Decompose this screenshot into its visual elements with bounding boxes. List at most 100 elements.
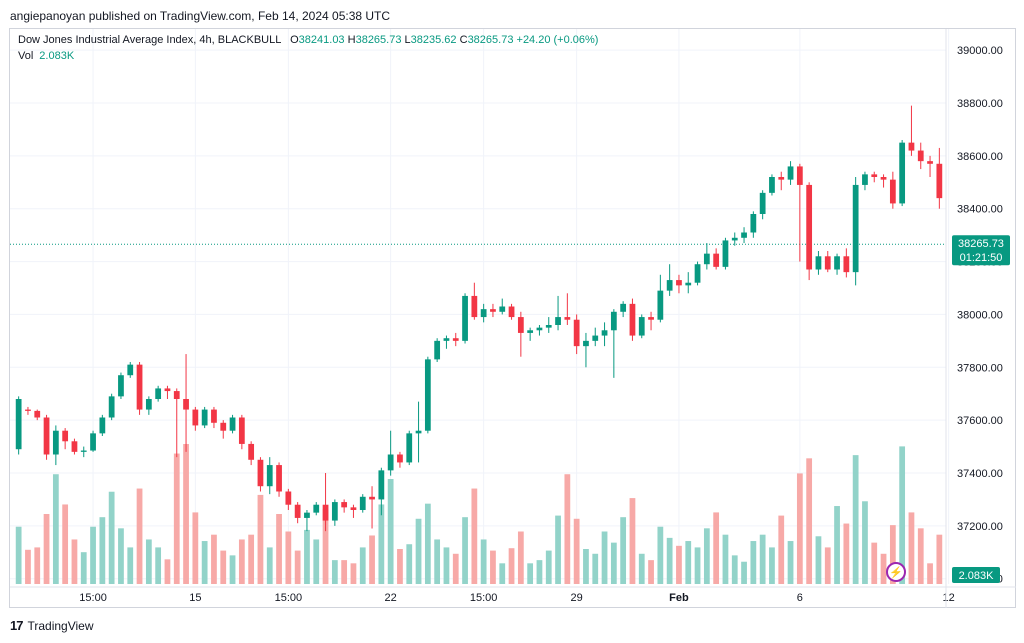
candle-body (499, 306, 506, 312)
x-tick-label: 6 (797, 592, 803, 604)
change-value: +24.20 (+0.06%) (516, 34, 599, 46)
volume-bar (713, 512, 720, 584)
open-value: 38241.03 (298, 34, 345, 46)
candle-body (192, 409, 199, 426)
candle-body (490, 309, 496, 312)
candle-body (99, 417, 106, 434)
candle-body (108, 396, 115, 418)
volume-bar (276, 514, 282, 584)
candle-body (703, 253, 710, 265)
volume-bar (192, 512, 199, 584)
volume-bar (601, 531, 608, 584)
candle-body (852, 184, 859, 273)
volume-bar (266, 547, 273, 584)
volume-bar (536, 560, 543, 584)
volume-bar (15, 526, 22, 584)
volume-bar (685, 541, 692, 584)
volume-bar (899, 446, 906, 584)
candle-body (434, 340, 441, 360)
volume-bar (108, 491, 115, 584)
volume-bar (43, 514, 50, 584)
volume-bar (638, 553, 645, 584)
candle-body (573, 319, 580, 347)
footer-branding[interactable]: 17 TradingView (10, 618, 94, 633)
candle-body (118, 375, 124, 397)
candle-body (34, 410, 41, 418)
candle-body (285, 491, 292, 505)
volume-bar (220, 550, 227, 584)
high-value: 38265.73 (355, 34, 402, 46)
volume-bar (573, 518, 580, 584)
candle-body (555, 317, 561, 325)
volume-bar (294, 550, 301, 584)
volume-bar (304, 529, 310, 584)
volume-bar (424, 503, 431, 584)
volume-bar (490, 550, 496, 584)
volume-label[interactable]: Vol (18, 50, 34, 62)
candle-body (15, 399, 22, 450)
volume-bar (285, 531, 292, 584)
candle-body (517, 317, 524, 333)
candle-body (71, 441, 78, 452)
candle-body (127, 364, 134, 376)
candle-body (52, 430, 59, 455)
candle-body (806, 184, 813, 270)
y-tick-label: 38600.00 (957, 151, 1003, 163)
y-tick-label: 37600.00 (957, 415, 1003, 427)
candle-body (824, 256, 831, 270)
volume-bar (480, 539, 487, 584)
volume-bar (434, 539, 441, 584)
candle-body (536, 327, 543, 331)
volume-bar (769, 547, 775, 584)
volume-bar (880, 553, 887, 584)
chart-frame (9, 28, 1016, 608)
volume-bar (229, 555, 236, 584)
volume-bar (648, 560, 654, 584)
volume-bar (815, 536, 822, 584)
volume-bar (248, 534, 255, 584)
y-tick-label: 38800.00 (957, 98, 1003, 110)
volume-bar (787, 541, 794, 584)
volume-bar (62, 504, 69, 584)
volume-bar (592, 553, 599, 584)
x-tick-label: 12 (943, 592, 955, 604)
candle-body (406, 433, 413, 463)
volume-bar (471, 488, 478, 584)
candle-body (211, 409, 217, 423)
volume-bar (257, 494, 264, 584)
candle-body (350, 507, 357, 510)
candle-body (369, 496, 375, 500)
candle-body (545, 325, 552, 328)
volume-bar (889, 525, 896, 584)
ohlc-legend: Dow Jones Industrial Average Index, 4h, … (18, 34, 598, 46)
candle-body (713, 253, 720, 267)
volume-bar (843, 523, 850, 584)
candle-body (638, 317, 645, 336)
volume-bar (917, 528, 924, 584)
candle-body (415, 430, 422, 434)
volume-bar (545, 550, 552, 584)
volume-bar (378, 504, 385, 584)
volume-bar (127, 547, 134, 584)
candle-body (480, 309, 487, 318)
volume-bar (118, 528, 124, 584)
candle-body (685, 282, 692, 286)
volume-bar (666, 537, 673, 584)
instrument-title[interactable]: Dow Jones Industrial Average Index, 4h, … (18, 34, 281, 46)
volume-bar (331, 560, 338, 584)
lightning-icon[interactable]: ⚡ (886, 562, 906, 582)
volume-bar (676, 545, 682, 584)
volume-bar (806, 458, 813, 584)
candle-body (248, 443, 255, 460)
volume-bar (359, 547, 366, 584)
candle-body (173, 391, 180, 399)
candle-body (331, 502, 338, 521)
volume-bar (527, 563, 534, 584)
candle-body (229, 417, 236, 431)
volume-legend: Vol 2.083K (18, 50, 74, 62)
volume-bar (25, 549, 31, 584)
volume-bar (499, 563, 506, 584)
volume-bar (703, 528, 710, 584)
candle-body (694, 264, 701, 283)
